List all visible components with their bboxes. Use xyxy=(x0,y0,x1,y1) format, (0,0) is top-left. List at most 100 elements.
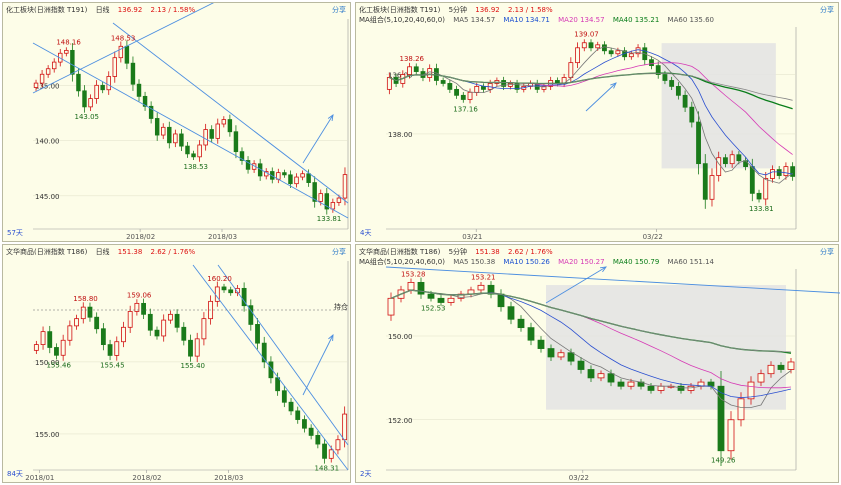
candle-down xyxy=(181,326,187,341)
candle-down xyxy=(567,352,575,362)
candle-up xyxy=(597,373,605,379)
candle-down xyxy=(649,59,654,67)
instrument-name: 化工板块(日洲指数 T191) xyxy=(359,6,441,14)
ma5-value: MA5 150.38 xyxy=(453,258,496,266)
x-tick-label: 2018/02 xyxy=(126,233,155,241)
period-label[interactable]: 5分钟 xyxy=(448,248,468,256)
candle-up xyxy=(330,202,336,210)
ma-line-60 xyxy=(389,72,793,101)
trend-arrow xyxy=(302,114,334,164)
candle-down xyxy=(191,153,196,158)
candle-down xyxy=(245,160,251,170)
ma60-value: MA60 151.14 xyxy=(667,258,714,266)
candle-down xyxy=(454,88,459,96)
high-annotation: 148.16 xyxy=(56,38,81,46)
candle-down xyxy=(497,293,505,308)
candle-up xyxy=(300,173,305,178)
candle-down xyxy=(70,49,75,75)
candle-up xyxy=(294,176,299,185)
candle-up xyxy=(709,175,715,200)
candle-down xyxy=(689,106,695,123)
arrow-head xyxy=(328,333,334,342)
share-icon[interactable]: 分享 xyxy=(820,248,834,256)
candle-up xyxy=(235,287,240,294)
candle-down xyxy=(723,157,728,165)
candlestick-chart: 138.00 136.00 03/21 03/22 138.26 139.07 137.16… xyxy=(386,27,797,241)
candle-up xyxy=(33,344,39,351)
y-tick-label: 155.00 xyxy=(35,431,60,439)
candle-down xyxy=(315,435,321,445)
y-tick-label: 138.00 xyxy=(388,131,413,139)
chart-panel-top-right[interactable]: 化工板块(日洲指数 T191) 5分钟 136.92 2.13 / 1.58% … xyxy=(355,2,839,242)
share-icon[interactable]: 分享 xyxy=(332,6,346,14)
trend-line xyxy=(32,42,349,219)
candle-up xyxy=(635,47,641,55)
candle-down xyxy=(167,126,172,144)
candle-up xyxy=(770,169,775,179)
high-annotation: 160.20 xyxy=(207,275,232,283)
low-annotation: 137.16 xyxy=(453,105,478,113)
low-annotation: 148.31 xyxy=(315,464,340,472)
ma10-value: MA10 150.26 xyxy=(503,258,550,266)
candle-up xyxy=(568,62,574,78)
chart-panel-bottom-left[interactable]: 文华商品(日洲指数 T186) 日线 151.38 2.62 / 1.76% 分… xyxy=(2,244,351,483)
high-annotation: 153.21 xyxy=(471,273,496,281)
y-tick-label: 150.00 xyxy=(388,333,413,341)
instrument-name: 文华商品(日洲指数 T186) xyxy=(6,248,88,256)
candle-up xyxy=(201,318,207,340)
share-icon[interactable]: 分享 xyxy=(332,248,346,256)
ma40-value: MA40 150.79 xyxy=(612,258,660,266)
candle-down xyxy=(107,344,113,356)
candle-down xyxy=(100,84,105,91)
candle-up xyxy=(173,133,178,144)
panel-header: 文华商品(日洲指数 T186) 5分钟 151.38 2.62 / 1.76% xyxy=(356,245,838,259)
low-annotation: 155.45 xyxy=(100,361,125,369)
candle-up xyxy=(94,84,99,99)
low-annotation: 155.40 xyxy=(181,362,206,370)
candle-up xyxy=(757,373,765,383)
candle-up xyxy=(541,86,547,90)
candle-down xyxy=(417,282,425,295)
candle-up xyxy=(716,157,722,176)
candle-down xyxy=(306,173,311,183)
candle-down xyxy=(440,80,446,84)
period-label[interactable]: 日线 xyxy=(95,248,110,256)
candle-down xyxy=(241,287,247,307)
candle-up xyxy=(727,419,735,452)
chart-panel-top-left[interactable]: 化工板块(日洲指数 T191) 日线 136.92 2.13 / 1.58% 分… xyxy=(2,2,351,242)
candle-up xyxy=(729,154,735,165)
candle-down xyxy=(209,129,214,139)
candle-down xyxy=(702,163,708,200)
chart-panel-bottom-right[interactable]: 文华商品(日洲指数 T186) 5分钟 151.38 2.62 / 1.76% … xyxy=(355,244,840,483)
candle-down xyxy=(288,174,293,185)
candle-down xyxy=(76,73,81,92)
candle-up xyxy=(39,73,45,84)
arrow-head xyxy=(599,266,607,273)
candle-down xyxy=(587,369,595,379)
candle-up xyxy=(318,193,323,202)
candle-up xyxy=(477,284,485,291)
ma-combo-label: MA组合(5,10,20,40,60,0) xyxy=(359,16,445,24)
candle-down xyxy=(707,381,715,387)
reference-line-label: 持仓 xyxy=(334,302,348,311)
ma60-value: MA60 135.60 xyxy=(667,16,714,24)
x-tick-label: 03/21 xyxy=(462,233,482,241)
period-label[interactable]: 5分钟 xyxy=(448,6,468,14)
panel-header: 文华商品(日洲指数 T186) 日线 151.38 2.62 / 1.76% xyxy=(3,245,350,259)
candle-down xyxy=(248,305,254,325)
candle-down xyxy=(743,160,749,168)
candle-down xyxy=(487,284,495,295)
candle-down xyxy=(130,62,136,85)
candle-up xyxy=(557,352,565,358)
candle-up xyxy=(767,364,775,375)
low-annotation: 149.26 xyxy=(711,457,736,465)
candle-up xyxy=(221,119,227,125)
candle-down xyxy=(255,324,260,344)
share-icon[interactable]: 分享 xyxy=(820,6,834,14)
candle-up xyxy=(628,53,634,58)
candle-down xyxy=(322,443,327,459)
candle-up xyxy=(615,50,621,55)
candle-up xyxy=(427,68,433,78)
candle-down xyxy=(282,172,287,176)
period-label[interactable]: 日线 xyxy=(95,6,110,14)
